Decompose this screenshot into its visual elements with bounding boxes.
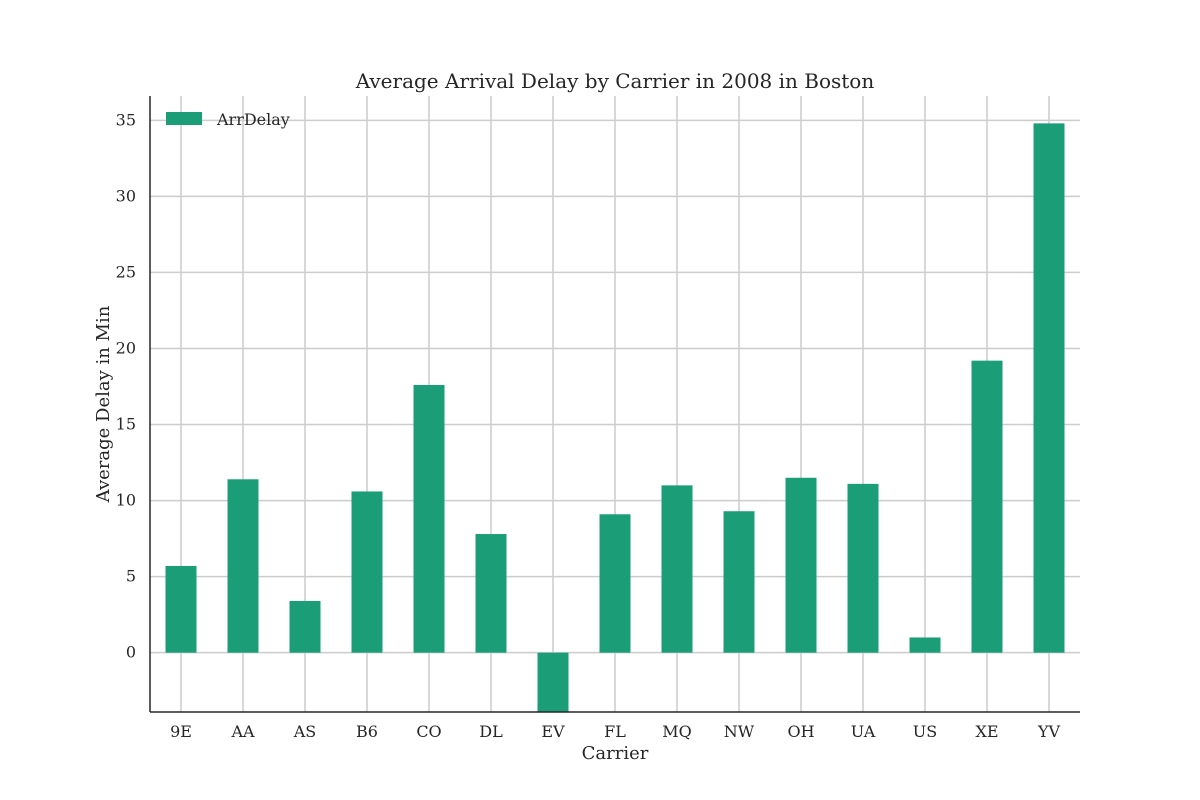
x-tick-label: MQ xyxy=(662,722,692,741)
x-tick-label: OH xyxy=(787,722,814,741)
x-tick-label: EV xyxy=(541,722,565,741)
x-tick-label: XE xyxy=(975,722,998,741)
y-tick-label: 30 xyxy=(116,186,136,205)
bar-OH xyxy=(785,477,817,653)
bar-US xyxy=(909,637,941,653)
legend-swatch xyxy=(166,112,202,125)
y-tick-labels: 0 5 10 15 20 25 30 35 xyxy=(116,110,136,661)
x-tick-label: CO xyxy=(416,722,441,741)
bar-AA xyxy=(227,479,259,653)
bars-layer xyxy=(165,123,1065,712)
bar-MQ xyxy=(661,485,693,653)
x-tick-label: FL xyxy=(604,722,626,741)
x-tick-label: US xyxy=(913,722,937,741)
y-tick-label: 35 xyxy=(116,110,136,129)
x-tick-label: YV xyxy=(1037,722,1061,741)
bar-9E xyxy=(165,565,197,653)
bar-FL xyxy=(599,514,631,653)
x-tick-label: NW xyxy=(724,722,755,741)
y-tick-label: 15 xyxy=(116,415,136,434)
y-tick-label: 20 xyxy=(116,338,136,357)
bar-NW xyxy=(723,511,755,653)
axes-layer xyxy=(149,96,1080,713)
y-tick-label: 0 xyxy=(126,643,136,662)
x-axis-title: Carrier xyxy=(582,743,649,764)
bar-AS xyxy=(289,600,321,653)
x-tick-labels: 9E AA AS B6 CO DL EV FL MQ NW OH UA US XE YV xyxy=(170,722,1060,741)
legend-label: ArrDelay xyxy=(216,110,290,129)
y-axis-title: Average Delay in Min xyxy=(93,305,114,503)
bar-B6 xyxy=(351,491,383,653)
bar-DL xyxy=(475,534,507,653)
bar-XE xyxy=(971,360,1003,653)
chart-title: Average Arrival Delay by Carrier in 2008… xyxy=(355,69,875,93)
bar-UA xyxy=(847,483,879,653)
legend: ArrDelay xyxy=(166,110,290,129)
x-tick-label: AA xyxy=(230,722,255,741)
x-tick-label: 9E xyxy=(170,722,192,741)
bar-CO xyxy=(413,384,445,653)
y-tick-label: 5 xyxy=(126,567,136,586)
x-tick-label: DL xyxy=(479,722,503,741)
bar-EV xyxy=(537,652,569,712)
y-tick-label: 25 xyxy=(116,262,136,281)
x-tick-label: UA xyxy=(851,722,876,741)
x-tick-label: B6 xyxy=(356,722,378,741)
x-tick-label: AS xyxy=(293,722,317,741)
bar-YV xyxy=(1033,123,1065,653)
y-tick-label: 10 xyxy=(116,491,136,510)
